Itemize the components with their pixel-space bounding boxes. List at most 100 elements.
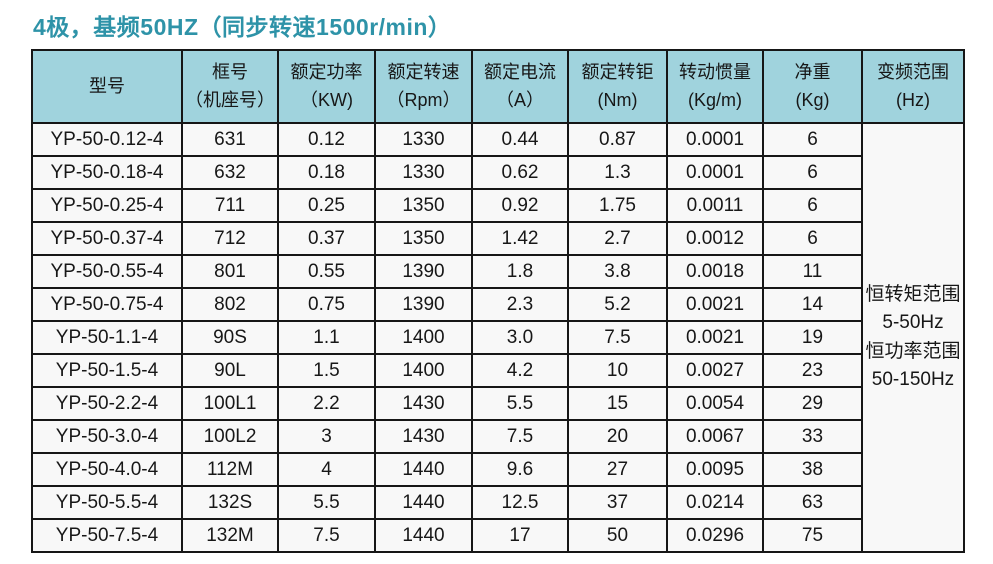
table-cell: 0.0012 [666, 221, 764, 256]
column-header-5: 额定转钜 (Nm) [567, 49, 668, 124]
table-cell: 1.3 [567, 155, 668, 190]
column-header-2: 额定功率 （KW) [277, 49, 376, 124]
table-cell: 711 [181, 188, 279, 223]
table-cell: YP-50-0.37-4 [31, 221, 183, 256]
table-cell: 7.5 [471, 419, 569, 454]
table-cell: 0.92 [471, 188, 569, 223]
table-cell: 132S [181, 485, 279, 520]
table-cell: YP-50-0.12-4 [31, 122, 183, 157]
note-line: 5-50Hz [882, 312, 944, 333]
table-cell: 9.6 [471, 452, 569, 487]
table-row: YP-50-0.12-4 631 0.12 1330 0.44 0.87 0.0001 6 恒转… [31, 122, 965, 553]
table-cell: 3.0 [471, 320, 569, 355]
column-header-line1: 型号 [89, 75, 125, 96]
column-header-line1: 额定转速 [387, 61, 460, 82]
table-cell: 6 [762, 221, 863, 256]
table-cell: 0.0011 [666, 188, 764, 223]
table-cell: 6 [762, 155, 863, 190]
table-cell: 1390 [374, 254, 473, 289]
table-cell: 1430 [374, 386, 473, 421]
table-row: YP-50-4.0-4 112M 4 1440 9.6 27 0.0095 38 [31, 452, 964, 487]
table-cell: 1440 [374, 452, 473, 487]
table-cell: 50 [567, 518, 668, 553]
column-header-0: 型号 [31, 49, 183, 124]
column-header-line2: （机座号） [185, 89, 275, 110]
column-header-line2: （A） [495, 89, 544, 110]
column-header-line2: （Rpm） [386, 89, 461, 110]
column-header-line1: 额定转钜 [581, 61, 654, 82]
table-row: YP-50-7.5-4 132M 7.5 1440 17 50 0.0296 75 [31, 518, 964, 553]
column-header-1: 框号 （机座号） [181, 49, 279, 124]
table-cell: 0.0095 [666, 452, 764, 487]
table-row: YP-50-0.25-4 711 0.25 1350 0.92 1.75 0.0011 6 [31, 188, 964, 223]
table-cell: 801 [181, 254, 279, 289]
table-cell: 1440 [374, 485, 473, 520]
column-header-8: 变频范围 (Hz) [861, 49, 965, 124]
table-row: YP-50-5.5-4 132S 5.5 1440 12.5 37 0.0214 63 [31, 485, 964, 520]
table-cell: 1350 [374, 188, 473, 223]
table-cell: YP-50-7.5-4 [31, 518, 183, 553]
table-cell: 0.18 [277, 155, 376, 190]
motor-spec-table: 型号 框号 （机座号） 额定功率 （KW) 额定转速 （Rpm） 额定电流 （A） 额定转钜 (Nm… [31, 49, 965, 553]
table-cell: 0.0021 [666, 320, 764, 355]
table-cell: YP-50-2.2-4 [31, 386, 183, 421]
column-header-line2: (Hz) [896, 89, 930, 110]
table-row: YP-50-0.75-4 802 0.75 1390 2.3 5.2 0.0021 14 [31, 287, 964, 322]
table-cell: 12.5 [471, 485, 569, 520]
note-line: 50-150Hz [871, 369, 955, 390]
column-header-line2: (Nm) [597, 89, 638, 110]
table-cell: 0.0067 [666, 419, 764, 454]
table-row: YP-50-2.2-4 100L1 2.2 1430 5.5 15 0.0054 29 [31, 386, 964, 421]
table-cell: 0.75 [277, 287, 376, 322]
table-cell: 0.0054 [666, 386, 764, 421]
table-cell: 5.5 [471, 386, 569, 421]
table-cell: 0.0296 [666, 518, 764, 553]
table-cell: 1440 [374, 518, 473, 553]
column-header-3: 额定转速 （Rpm） [374, 49, 473, 124]
table-cell: YP-50-0.25-4 [31, 188, 183, 223]
table-cell: 4 [277, 452, 376, 487]
table-cell: 632 [181, 155, 279, 190]
table-cell: 1390 [374, 287, 473, 322]
column-header-line1: 额定电流 [484, 61, 556, 82]
column-header-7: 净重 (Kg) [762, 49, 863, 124]
table-cell: 33 [762, 419, 863, 454]
table-cell: 631 [181, 122, 279, 157]
table-cell: 1.75 [567, 188, 668, 223]
table-cell: 6 [762, 122, 863, 157]
table-cell: 712 [181, 221, 279, 256]
table-row: YP-50-0.18-4 632 0.18 1330 0.62 1.3 0.0001 6 [31, 155, 964, 190]
table-cell: 29 [762, 386, 863, 421]
table-cell: 10 [567, 353, 668, 388]
table-cell: 1330 [374, 122, 473, 157]
table-cell: 5.2 [567, 287, 668, 322]
table-cell: YP-50-1.1-4 [31, 320, 183, 355]
column-header-line1: 变频范围 [877, 61, 949, 82]
table-cell: YP-50-0.75-4 [31, 287, 183, 322]
table-cell: 11 [762, 254, 863, 289]
table-cell: 7.5 [277, 518, 376, 553]
table-cell: 1350 [374, 221, 473, 256]
table-cell: 1400 [374, 353, 473, 388]
table-cell: 0.25 [277, 188, 376, 223]
table-cell: 3.8 [567, 254, 668, 289]
column-header-line1: 转动惯量 [679, 61, 751, 82]
column-header-6: 转动惯量 (Kg/m) [666, 49, 764, 124]
table-cell: YP-50-1.5-4 [31, 353, 183, 388]
table-row: YP-50-3.0-4 100L2 3 1430 7.5 20 0.0067 33 [31, 419, 964, 454]
table-cell: 0.62 [471, 155, 569, 190]
table-cell: 112M [181, 452, 279, 487]
table-row: YP-50-1.1-4 90S 1.1 1400 3.0 7.5 0.0021 19 [31, 320, 964, 355]
table-cell: 0.0001 [666, 155, 764, 190]
table-cell: YP-50-0.18-4 [31, 155, 183, 190]
table-cell: 1.42 [471, 221, 569, 256]
table-cell: 5.5 [277, 485, 376, 520]
table-cell: 17 [471, 518, 569, 553]
table-cell: 63 [762, 485, 863, 520]
table-cell: 27 [567, 452, 668, 487]
table-cell: 100L2 [181, 419, 279, 454]
table-cell: 90L [181, 353, 279, 388]
table-cell: 75 [762, 518, 863, 553]
table-cell: 20 [567, 419, 668, 454]
